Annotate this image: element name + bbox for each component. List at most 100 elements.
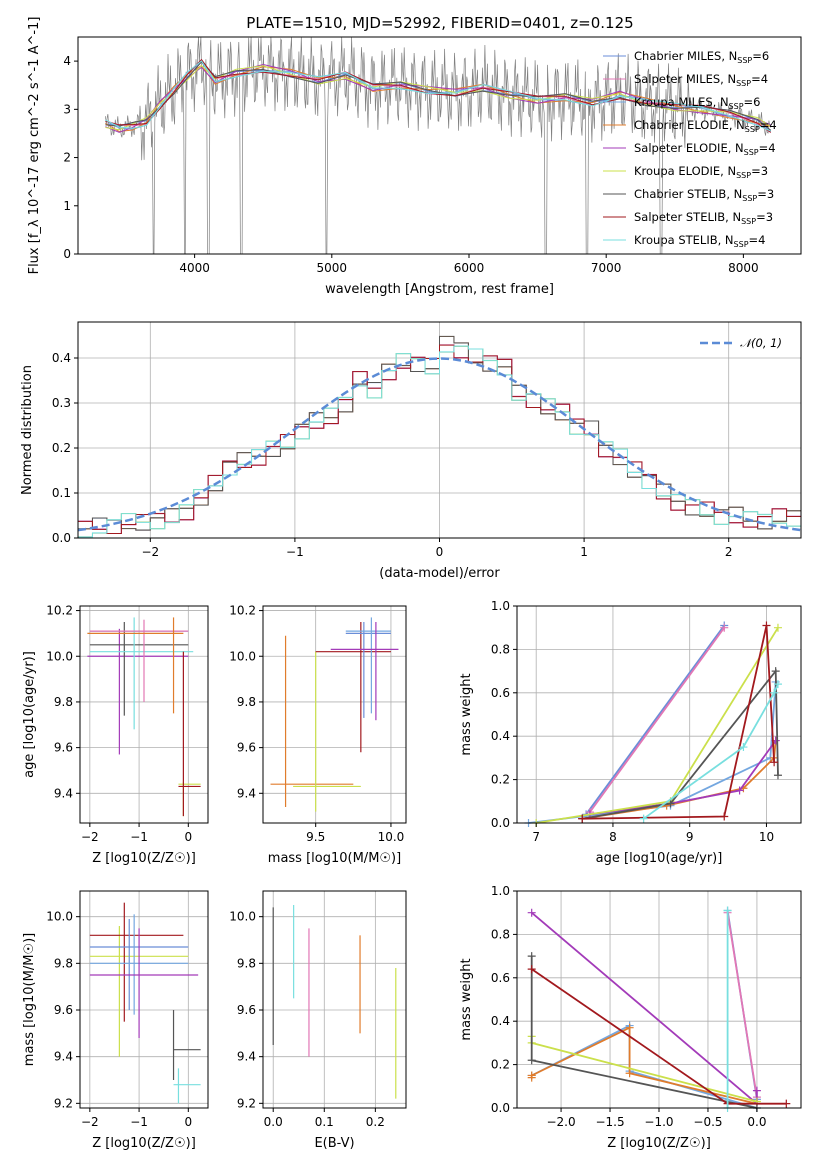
y-tick-label: 9.2 (237, 1096, 256, 1110)
x-axis-label: (data-model)/error (379, 566, 500, 581)
y-tick-label: 0.4 (491, 729, 510, 743)
panel-2: −2 −1 0 9.4 9.6 9.8 10.0 10.2 Z [log10(Z/Z☉)] age… (22, 604, 209, 866)
y-tick-label: 0.2 (491, 773, 510, 787)
weight-point-marker (723, 906, 732, 915)
x-tick-label: 8 (609, 830, 617, 844)
panel-1: 𝒩(0, 1) −2 −1 0 1 2 0.0 0.1 0.2 0.3 0.4 (data-model… (20, 321, 802, 581)
y-tick-label: 9.6 (54, 741, 73, 755)
y-tick-label: 10.0 (46, 649, 73, 663)
x-tick-label: 5000 (317, 261, 348, 275)
legend-label: Kroupa ELODIE, NSSP=3 (634, 164, 768, 180)
x-axis-label: Z [log10(Z/Z☉)] (607, 1136, 711, 1151)
weight-point-marker (527, 908, 536, 917)
weight-point-marker (770, 688, 779, 697)
model-spectrum-line (105, 63, 771, 133)
weight-point-marker (527, 952, 536, 961)
y-tick-label: 9.8 (237, 956, 256, 970)
x-tick-label: 1 (580, 545, 588, 559)
x-tick-label: −2 (81, 1115, 99, 1129)
legend-label: 𝒩(0, 1) (740, 336, 782, 350)
y-tick-label: 9.4 (54, 786, 73, 800)
y-tick-label: 10.0 (229, 649, 256, 663)
y-tick-label: 0.4 (52, 351, 71, 365)
y-tick-label: 9.6 (237, 741, 256, 755)
weight-point-marker (752, 1086, 761, 1095)
weight-series-line (726, 912, 758, 1098)
panel-0: Chabrier MILES, NSSP=6 Salpeter MILES, NS… (27, 17, 802, 297)
y-tick-label: 9.6 (54, 1003, 73, 1017)
x-axis-label: wavelength [Angstrom, rest frame] (325, 282, 554, 297)
x-tick-label: 7000 (591, 261, 622, 275)
weight-series-line (530, 956, 758, 1109)
histogram-series (78, 345, 801, 538)
weight-point-marker (625, 1069, 634, 1078)
y-tick-label: 0.8 (491, 642, 510, 656)
legend-label: Chabrier MILES, NSSP=6 (634, 49, 769, 65)
weight-point-marker (773, 680, 782, 689)
weight-series-line (582, 625, 775, 820)
y-tick-label: 3 (63, 102, 71, 116)
x-tick-label: 0 (436, 545, 444, 559)
x-axis-label: mass [log10(M/M☉)] (268, 851, 401, 866)
y-axis-label: age [log10(age/yr)] (22, 651, 37, 778)
x-tick-label: 2 (725, 545, 733, 559)
y-tick-label: 0.4 (491, 1014, 510, 1028)
weight-point-marker (527, 965, 536, 974)
weight-series-line (582, 668, 779, 820)
model-spectrum-line (105, 64, 771, 133)
weight-series-line (643, 683, 779, 820)
y-axis-label: mass [log10(M/M☉)] (22, 933, 37, 1066)
model-spectrum-line (105, 61, 772, 131)
axes-frame (262, 605, 407, 824)
x-tick-label: 7 (532, 830, 540, 844)
observed-spectrum-line (105, 36, 771, 255)
y-tick-label: 9.4 (54, 1050, 73, 1064)
x-tick-label: −1 (130, 830, 148, 844)
weight-point-marker (527, 1071, 536, 1080)
weight-series-line (536, 627, 779, 824)
weight-point-marker (720, 812, 729, 821)
y-axis-label: Normed distribution (20, 365, 35, 495)
x-tick-label: −2 (141, 545, 159, 559)
x-axis-label: E(B-V) (314, 1136, 354, 1151)
x-axis-label: Z [log10(Z/Z☉)] (92, 851, 196, 866)
weight-point-marker (527, 1056, 536, 1065)
y-tick-label: 0.8 (491, 927, 510, 941)
weight-series-line (585, 624, 725, 815)
y-axis-label: mass weight (459, 958, 474, 1040)
y-tick-label: 0 (63, 247, 71, 261)
weight-point-marker (771, 667, 780, 676)
y-tick-label: 0.0 (491, 1101, 510, 1115)
x-tick-label: 9 (686, 830, 694, 844)
y-tick-label: 4 (63, 54, 71, 68)
legend-label: Kroupa MILES, NSSP=6 (634, 95, 760, 111)
y-tick-label: 0.1 (52, 486, 71, 500)
x-tick-label: 0 (184, 1115, 192, 1129)
x-tick-label: −2.0 (546, 1115, 575, 1129)
x-tick-label: 10.0 (378, 830, 405, 844)
y-tick-label: 9.4 (237, 1050, 256, 1064)
x-tick-label: −1.0 (644, 1115, 673, 1129)
weight-point-marker (762, 621, 771, 630)
x-tick-label: 6000 (454, 261, 485, 275)
weight-point-marker (735, 786, 744, 795)
panel-5: −2 −1 0 9.2 9.4 9.6 9.8 10.0 Z [log10(Z/Z☉)] mass… (22, 890, 209, 1151)
axes-frame (79, 890, 209, 1109)
legend-label: Salpeter ELODIE, NSSP=4 (634, 141, 776, 157)
panel-7: −2.0 −1.5 −1.0 −0.5 0.0 0.0 0.2 0.4 0.6 0.8 1.0 Z [… (459, 884, 802, 1151)
model-spectrum-line (105, 58, 772, 133)
axes-frame (77, 36, 802, 255)
y-tick-label: 10.0 (229, 910, 256, 924)
y-tick-label: 0.0 (491, 816, 510, 830)
y-tick-label: 9.6 (237, 1003, 256, 1017)
y-tick-label: 0.6 (491, 686, 510, 700)
weight-series-line (589, 739, 777, 816)
y-tick-label: 0.3 (52, 396, 71, 410)
x-axis-label: age [log10(age/yr)] (596, 851, 723, 866)
weight-point-marker (666, 799, 675, 808)
normal-curve-line (77, 357, 802, 532)
axes-frame (262, 890, 407, 1109)
weight-point-marker (773, 623, 782, 632)
y-tick-label: 1.0 (491, 884, 510, 898)
